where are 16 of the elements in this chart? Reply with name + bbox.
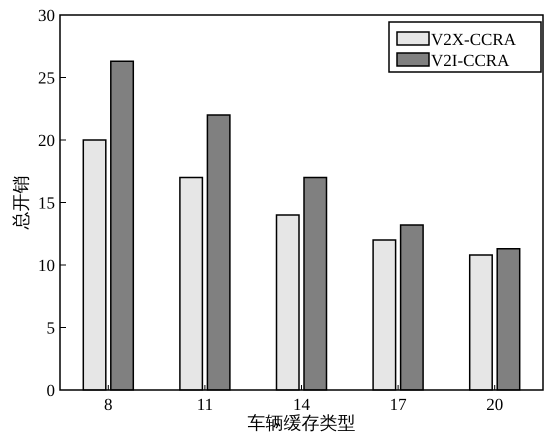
y-tick-label: 10: [38, 256, 55, 275]
x-tick-label: 17: [390, 395, 408, 414]
y-tick-label: 5: [46, 318, 55, 338]
y-tick-label: 20: [38, 131, 55, 150]
x-tick-label: 20: [486, 395, 504, 414]
x-axis-title: 车辆缓存类型: [248, 413, 356, 433]
y-tick-label: 15: [38, 194, 55, 212]
x-tick-label: 8: [104, 395, 113, 414]
x-tick-label: 14: [293, 395, 310, 414]
y-tick-label: 30: [38, 6, 55, 25]
legend-label: V2X-CCRA: [431, 30, 517, 49]
y-tick-label: 25: [38, 68, 55, 88]
y-axis-title: 总开销: [11, 176, 31, 230]
y-tick-label: 0: [46, 381, 55, 400]
legend-label: V2I-CCRA: [431, 51, 510, 70]
x-tick-label: 11: [196, 395, 214, 414]
